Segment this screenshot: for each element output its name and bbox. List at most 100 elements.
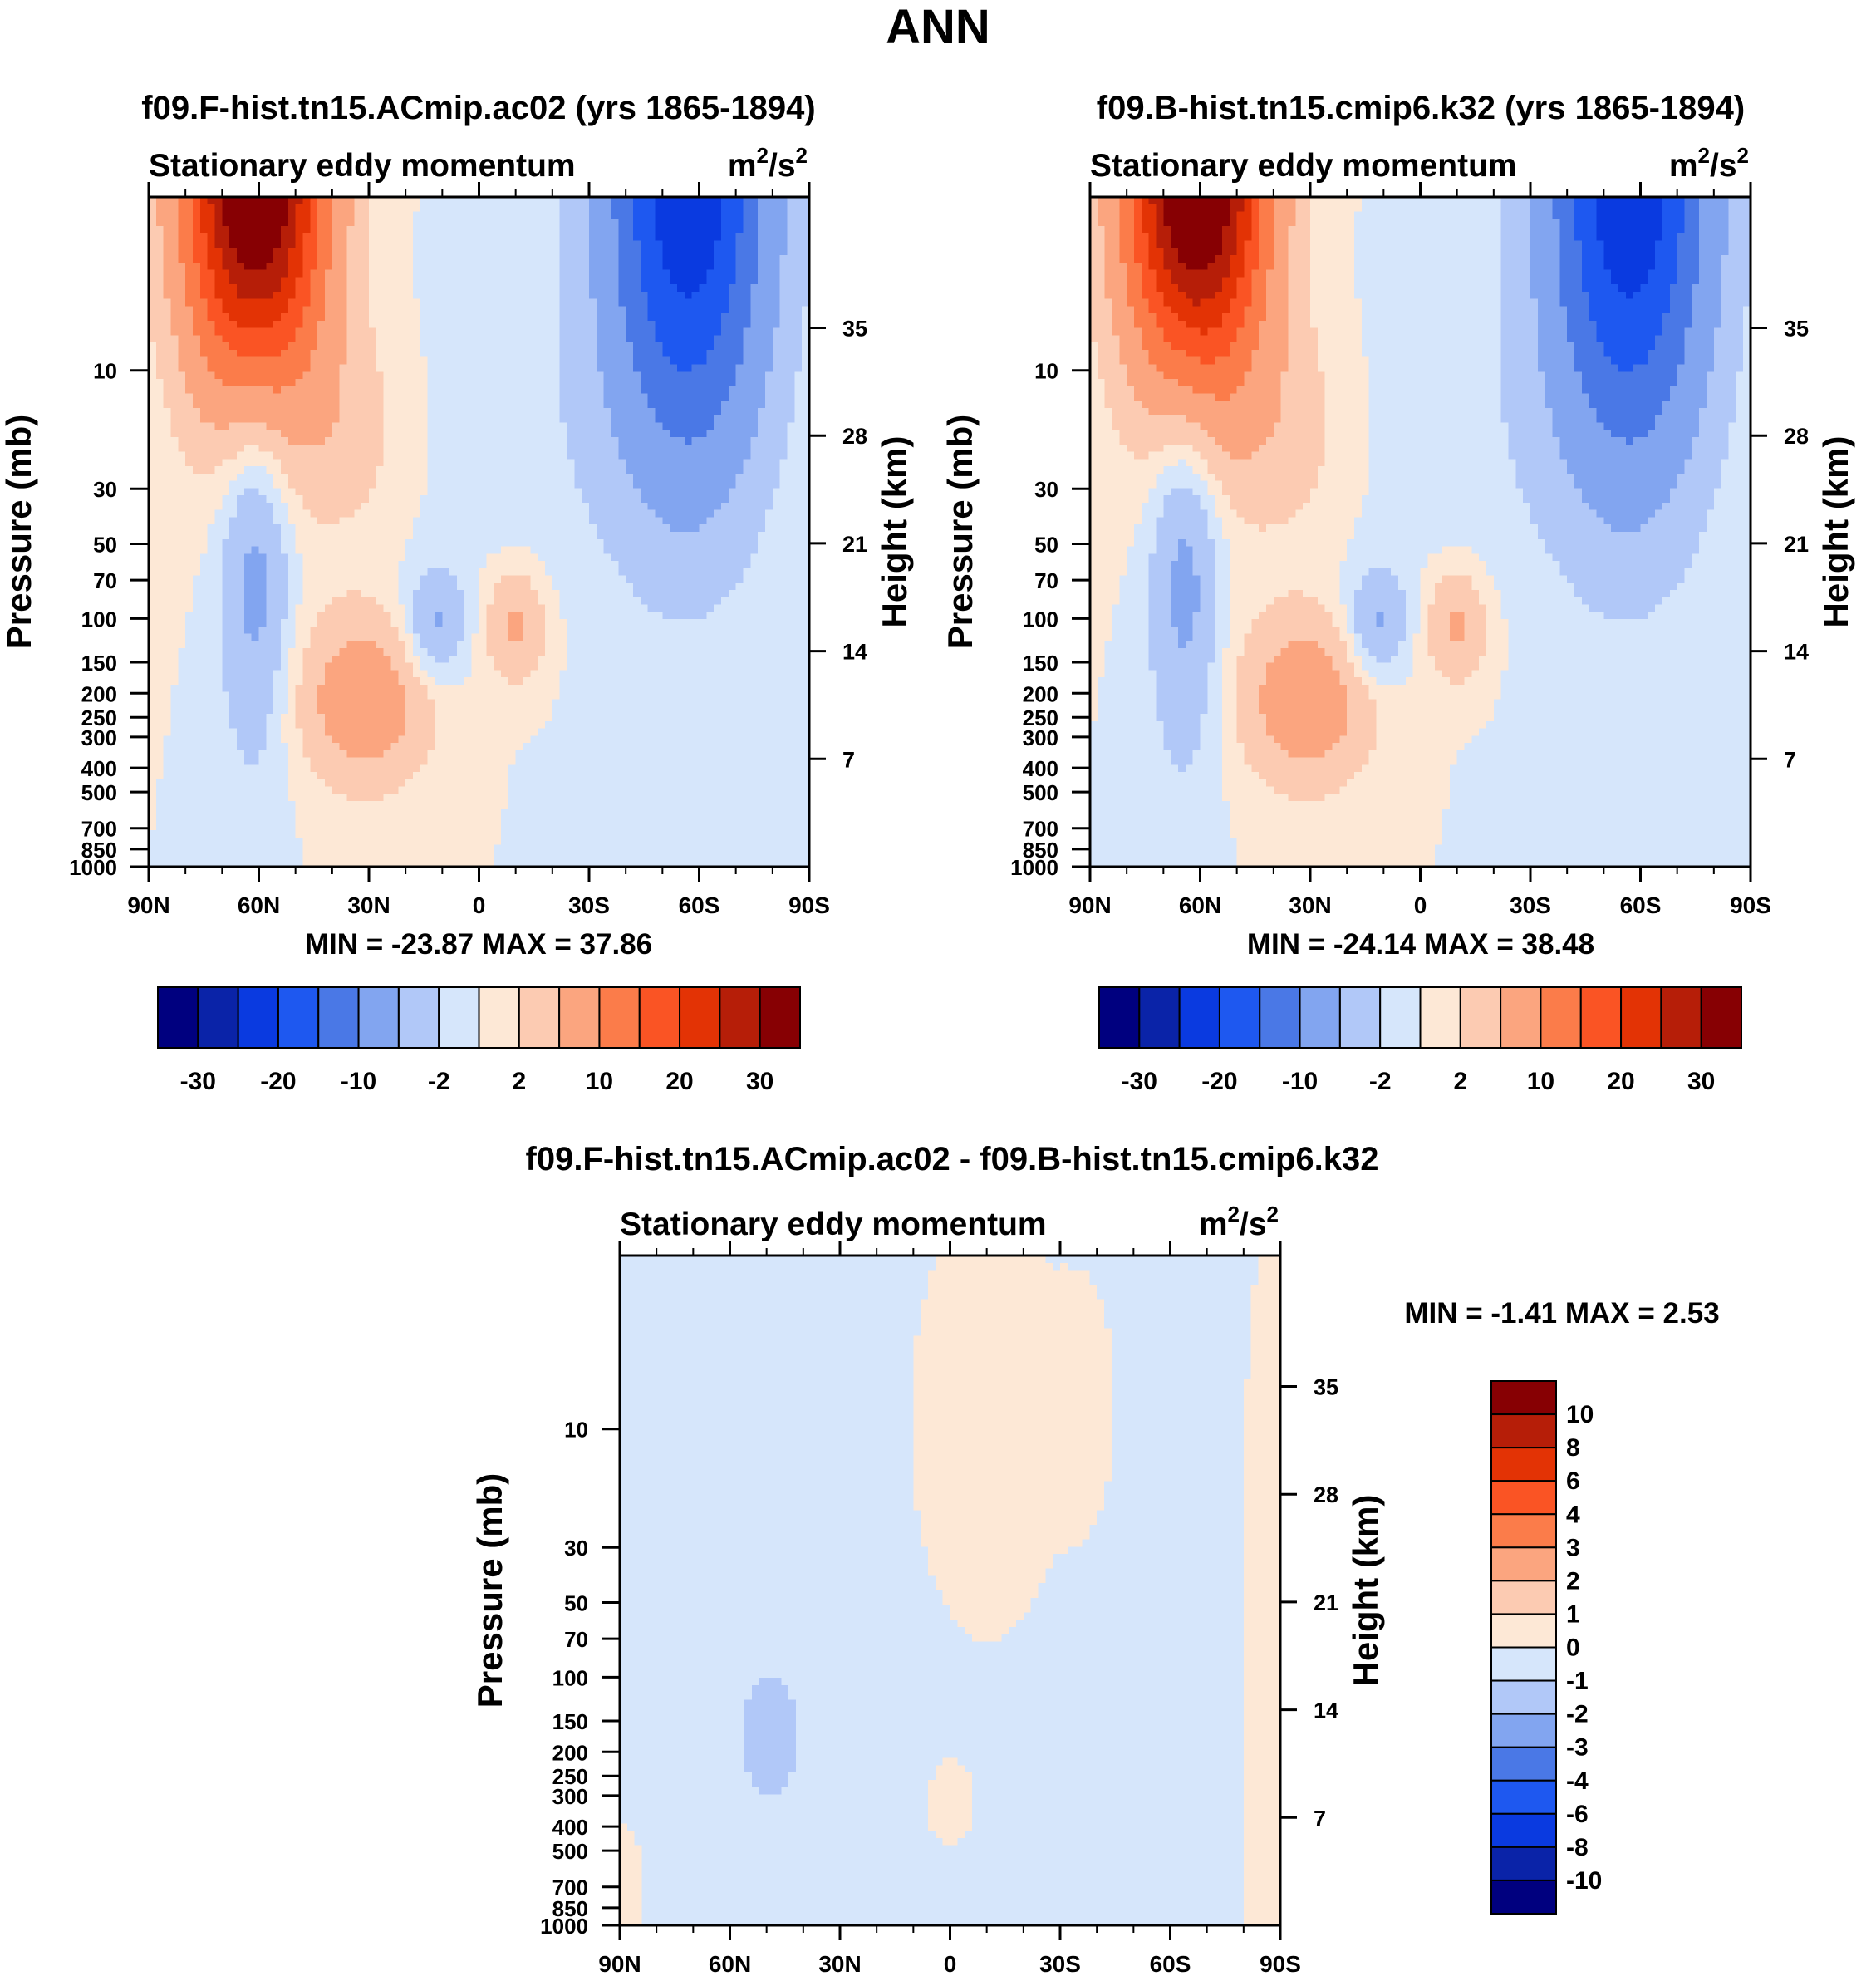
contour-cell	[794, 226, 802, 233]
contour-cell	[516, 248, 523, 255]
contour-cell	[317, 335, 325, 342]
contour-cell	[310, 204, 317, 212]
contour-cell	[442, 284, 449, 292]
contour-cell	[721, 263, 729, 270]
contour-cell	[516, 321, 523, 328]
contour-cell	[780, 292, 788, 299]
contour-cell	[744, 204, 751, 212]
contour-cell	[780, 263, 788, 270]
contour-cell	[494, 328, 501, 336]
contour-cell	[794, 306, 802, 313]
contour-cell	[164, 248, 171, 255]
contour-cell	[677, 321, 685, 328]
contour-cell	[597, 255, 604, 263]
contour-cell	[332, 277, 340, 284]
contour-cell	[428, 255, 435, 263]
contour-cell	[516, 270, 523, 278]
contour-cell	[744, 277, 751, 284]
contour-cell	[244, 204, 252, 212]
contour-cell	[361, 212, 369, 219]
contour-cell	[347, 313, 355, 321]
contour-cell	[677, 219, 685, 226]
contour-cell	[266, 248, 273, 255]
contour-cell	[354, 313, 361, 321]
contour-cell	[589, 284, 597, 292]
contour-cell	[464, 270, 472, 278]
contour-cell	[332, 233, 340, 241]
contour-cell	[413, 226, 420, 233]
contour-cell	[567, 277, 575, 284]
contour-cell	[765, 219, 773, 226]
contour-cell	[486, 212, 494, 219]
contour-cell	[560, 219, 567, 226]
contour-cell	[193, 342, 200, 350]
contour-cell	[670, 306, 677, 313]
contour-cell	[449, 263, 457, 270]
contour-cell	[750, 306, 758, 313]
contour-cell	[164, 204, 171, 212]
contour-cell	[252, 226, 259, 233]
contour-cell	[310, 342, 317, 350]
contour-cell	[516, 313, 523, 321]
contour-cell	[193, 284, 200, 292]
contour-cell	[420, 292, 428, 299]
contour-cell	[229, 313, 237, 321]
contour-cell	[464, 342, 472, 350]
contour-cell	[567, 204, 575, 212]
contour-cell	[545, 284, 552, 292]
contour-cell	[685, 292, 692, 299]
contour-cell	[721, 328, 729, 336]
contour-cell	[611, 277, 619, 284]
contour-cell	[178, 342, 185, 350]
contour-cell	[354, 321, 361, 328]
contour-cell	[744, 321, 751, 328]
contour-cell	[361, 255, 369, 263]
contour-cell	[611, 270, 619, 278]
contour-cell	[516, 292, 523, 299]
contour-cell	[398, 270, 405, 278]
contour-cell	[222, 306, 229, 313]
contour-cell	[656, 284, 663, 292]
contour-cell	[303, 313, 311, 321]
contour-cell	[325, 321, 332, 328]
contour-cell	[582, 248, 589, 255]
contour-cell	[215, 335, 223, 342]
contour-cell	[508, 212, 516, 219]
contour-cell	[494, 204, 501, 212]
contour-cell	[200, 284, 208, 292]
contour-cell	[780, 321, 788, 328]
contour-cell	[670, 241, 677, 248]
contour-cell	[662, 277, 670, 284]
contour-cell	[200, 212, 208, 219]
contour-cell	[516, 328, 523, 336]
contour-cell	[200, 219, 208, 226]
contour-cell	[369, 321, 376, 328]
contour-cell	[303, 270, 311, 278]
contour-cell	[391, 306, 399, 313]
contour-cell	[405, 204, 413, 212]
contour-cell	[706, 263, 714, 270]
contour-cell	[706, 270, 714, 278]
contour-cell	[222, 342, 229, 350]
contour-cell	[156, 255, 164, 263]
contour-cell	[185, 342, 193, 350]
contour-cell	[288, 299, 296, 307]
contour-cell	[641, 299, 648, 307]
contour-cell	[706, 212, 714, 219]
contour-cell	[288, 255, 296, 263]
contour-cell	[700, 263, 707, 270]
contour-cell	[347, 248, 355, 255]
contour-cell	[501, 226, 508, 233]
contour-cell	[758, 270, 765, 278]
contour-cell	[794, 241, 802, 248]
contour-cell	[340, 277, 347, 284]
contour-cell	[442, 306, 449, 313]
contour-cell	[501, 342, 508, 350]
contour-cell	[670, 299, 677, 307]
contour-cell	[171, 226, 179, 233]
contour-cell	[670, 204, 677, 212]
contour-cell	[545, 335, 552, 342]
contour-cell	[215, 219, 223, 226]
contour-cell	[317, 255, 325, 263]
contour-cell	[618, 284, 626, 292]
